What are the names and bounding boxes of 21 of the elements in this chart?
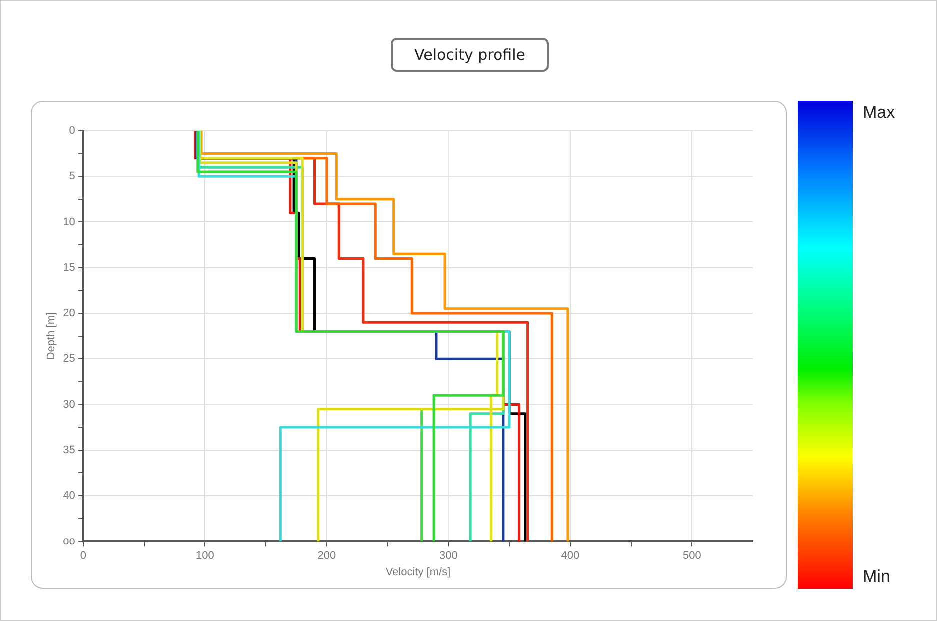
x-tick-label: 200 — [318, 550, 336, 562]
x-tick-label: 0 — [80, 550, 86, 562]
color-bar-label: Max — [863, 103, 896, 123]
y-tick-label: 15 — [63, 262, 76, 274]
y-tick-label: 25 — [63, 353, 76, 366]
x-tick-label: 300 — [439, 550, 458, 562]
color-bar-label: Min — [863, 567, 890, 587]
y-tick-label: 35 — [63, 444, 76, 456]
y-tick-label: 10 — [63, 216, 76, 228]
y-tick-label: 40 — [63, 490, 76, 502]
x-tick-label: 500 — [682, 550, 702, 562]
x-tick-label: 400 — [561, 550, 580, 562]
chart-title: Velocity profile — [391, 38, 549, 72]
y-tick-label: 0 — [69, 125, 76, 138]
y-tick-label: oo — [63, 536, 76, 548]
y-tick-label: 30 — [63, 398, 76, 411]
y-tick-label: 5 — [69, 170, 76, 183]
y-axis-title: Depth [m] — [46, 312, 58, 360]
x-tick-label: 100 — [196, 550, 214, 562]
y-tick-label: 20 — [63, 308, 76, 320]
x-axis-title: Velocity [m/s] — [386, 566, 451, 578]
